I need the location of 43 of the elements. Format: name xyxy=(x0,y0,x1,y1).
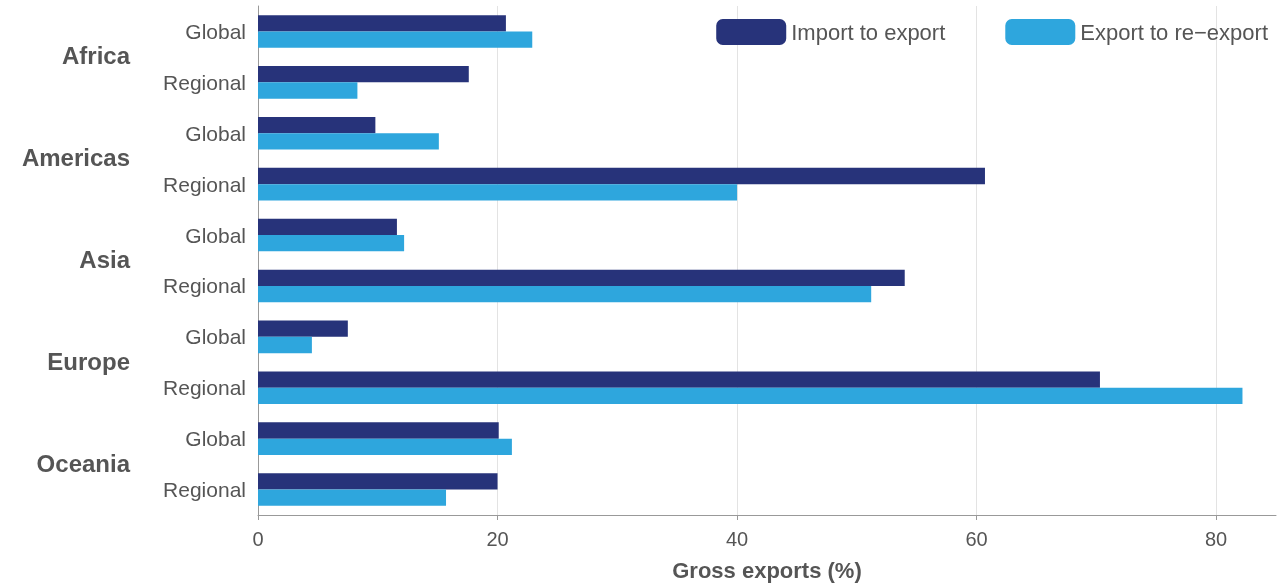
bar xyxy=(258,82,358,99)
bar xyxy=(258,133,439,150)
text: Americas xyxy=(21,144,130,172)
text: Africa xyxy=(61,42,131,70)
bar xyxy=(258,15,506,32)
x-axis-title: Gross exports (%) xyxy=(672,557,862,583)
x-tick-label: 40 xyxy=(725,528,749,550)
legend-label: Export to re−export xyxy=(1080,19,1269,45)
y-tick-label: Global xyxy=(185,19,246,43)
bar xyxy=(258,387,1243,405)
bar xyxy=(258,285,872,303)
y-tick-label: Regional xyxy=(163,376,246,400)
bar xyxy=(258,184,738,201)
y-tick-label: Global xyxy=(185,223,246,247)
x-tick-label: 20 xyxy=(486,528,509,550)
text: Oceania xyxy=(36,449,131,477)
x-tick-label: 0 xyxy=(252,528,264,550)
y-tick-label: Global xyxy=(185,325,246,349)
bar xyxy=(258,235,405,252)
y-tick-label: Regional xyxy=(163,172,246,196)
x-tick-label: 60 xyxy=(965,528,988,550)
legend-label: Import to export xyxy=(791,19,946,45)
bar xyxy=(258,473,498,490)
y-tick-label: Regional xyxy=(163,478,246,502)
bar xyxy=(258,218,397,236)
bar xyxy=(258,422,499,439)
bar xyxy=(258,438,512,455)
text: Asia xyxy=(79,246,131,273)
text: Europe xyxy=(47,347,130,375)
bar xyxy=(258,66,469,83)
y-tick-label: Global xyxy=(185,427,246,451)
bar xyxy=(258,336,312,354)
bar xyxy=(258,320,348,337)
bar xyxy=(258,116,376,134)
bar xyxy=(258,371,1100,388)
y-tick-label: Global xyxy=(185,121,246,145)
x-tick-label: 80 xyxy=(1204,528,1228,550)
bar xyxy=(258,489,447,506)
bar xyxy=(258,269,905,286)
bar xyxy=(258,31,533,48)
bar xyxy=(258,167,985,185)
y-tick-label: Regional xyxy=(163,70,246,94)
y-tick-label: Regional xyxy=(163,274,246,298)
